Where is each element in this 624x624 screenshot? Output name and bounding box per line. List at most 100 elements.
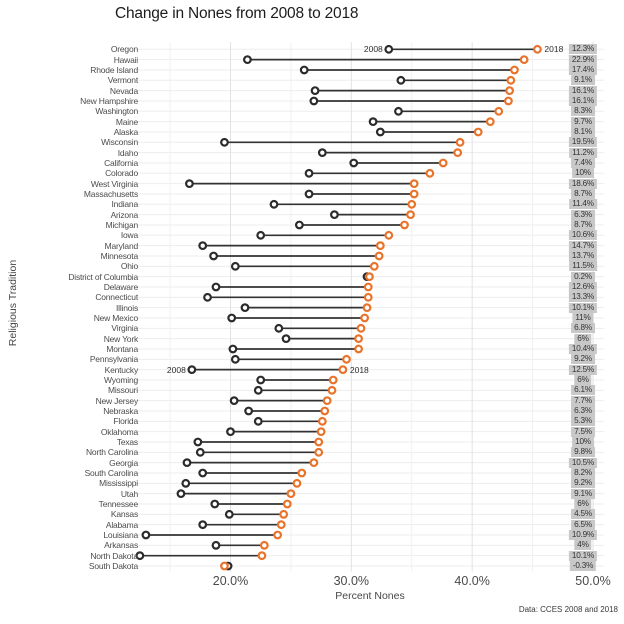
change-value-Illinois: 10.1%: [568, 302, 598, 313]
change-value-Maryland: 14.7%: [568, 240, 598, 251]
change-value-Minnesota: 13.7%: [568, 250, 598, 262]
dot-2008-Missouri: [253, 385, 263, 395]
state-label-Hawaii: Hawaii: [113, 54, 139, 65]
change-value-Oklahoma: 7.5%: [571, 426, 595, 437]
change-value-Indiana: 11.4%: [569, 199, 597, 210]
dot-2018-Colorado: [425, 168, 435, 178]
state-label-Maine: Maine: [115, 116, 138, 127]
state-label-Wyoming: Wyoming: [104, 374, 138, 385]
change-value-Alabama: 6.5%: [571, 519, 595, 530]
dot-2018-Wyoming: [328, 375, 338, 385]
dot-2008-Iowa: [256, 230, 266, 240]
dot-2018-Kansas: [279, 509, 289, 519]
change-value-Kansas: 4.5%: [571, 509, 595, 520]
state-label-Georgia: Georgia: [109, 457, 138, 468]
dot-2008-Michigan: [294, 220, 304, 230]
annotation-2008-Oregon: 2008: [363, 44, 383, 55]
data-source-caption: Data: CCES 2008 and 2018: [518, 605, 618, 614]
dot-2008-Nevada: [310, 86, 320, 96]
change-value-Nebraska: 6.3%: [571, 405, 595, 417]
dot-2008-Alabama: [198, 520, 208, 530]
dot-2018-California: [438, 158, 448, 168]
dot-2018-Louisiana: [273, 530, 283, 540]
dot-2018-Rhode Island: [510, 65, 519, 75]
change-value-District of Columbia: 0.2%: [571, 271, 595, 282]
state-label-Montana: Montana: [106, 343, 138, 354]
state-label-Idaho: Idaho: [117, 147, 138, 158]
x-axis-title: Percent Nones: [335, 590, 405, 602]
dot-2018-Florida: [317, 416, 327, 426]
state-label-Oklahoma: Oklahoma: [100, 426, 138, 437]
state-label-South Dakota: South Dakota: [88, 561, 138, 571]
change-value-North Dakota: 10.1%: [568, 550, 598, 561]
dot-2018-Virginia: [356, 323, 366, 333]
dot-2018-Georgia: [309, 458, 319, 468]
dot-2008-Oregon: [384, 44, 394, 54]
dot-2008-Oklahoma: [226, 427, 235, 437]
state-label-Colorado: Colorado: [105, 168, 138, 179]
dot-2008-Arkansas: [211, 540, 221, 550]
dot-2018-Nebraska: [320, 406, 330, 416]
annotation-2018-Kentucky: 2018: [349, 364, 369, 375]
state-label-West Virginia: West Virginia: [90, 178, 138, 189]
state-label-North Dakota: North Dakota: [90, 550, 138, 561]
state-label-Rhode Island: Rhode Island: [90, 64, 138, 75]
change-value-New York: 6%: [574, 333, 592, 344]
state-label-Minnesota: Minnesota: [100, 250, 139, 261]
change-value-Washington: 8.3%: [571, 106, 595, 117]
change-value-Colorado: 10%: [572, 168, 594, 179]
change-value-Oregon: 12.3%: [568, 44, 598, 55]
dot-2008-New Hampshire: [309, 96, 319, 106]
change-value-Connecticut: 13.3%: [568, 292, 598, 303]
dot-2018-Missouri: [327, 385, 337, 395]
x-tick-40.0%: 40.0%: [454, 574, 490, 588]
dot-2008-Kentucky: [187, 365, 197, 375]
change-value-Hawaii: 22.9%: [568, 54, 598, 65]
change-value-West Virginia: 18.6%: [568, 178, 598, 189]
dot-2008-Maryland: [198, 241, 208, 251]
state-label-Louisiana: Louisiana: [103, 529, 138, 540]
dot-2008-Kansas: [224, 509, 234, 519]
change-value-Texas: 10%: [572, 436, 594, 448]
change-value-Montana: 10.4%: [568, 343, 598, 355]
dot-2008-Ohio: [230, 261, 240, 271]
state-label-Massachusetts: Massachusetts: [83, 188, 138, 199]
dot-2008-Colorado: [304, 168, 314, 178]
change-value-Vermont: 9.1%: [571, 75, 595, 86]
annotation-2008-Kentucky: 2008: [166, 364, 186, 375]
change-value-Wisconsin: 19.5%: [568, 137, 598, 148]
dot-2018-South Carolina: [297, 468, 307, 478]
dot-2018-Massachusetts: [409, 189, 419, 199]
state-label-Tennessee: Tennessee: [98, 498, 139, 509]
dot-2018-North Dakota: [257, 551, 267, 561]
state-label-Maryland: Maryland: [104, 240, 139, 251]
dot-2018-Texas: [314, 437, 324, 447]
dot-2008-Florida: [253, 416, 263, 426]
dot-2018-Vermont: [506, 75, 516, 85]
dot-2008-Connecticut: [203, 292, 212, 302]
dot-2008-Vermont: [396, 75, 406, 85]
state-label-Texas: Texas: [116, 436, 138, 447]
dot-2018-Indiana: [407, 199, 417, 209]
change-value-New Jersey: 7.7%: [571, 395, 595, 406]
state-label-Mississippi: Mississippi: [99, 478, 138, 489]
dot-2018-New Hampshire: [504, 96, 513, 106]
dot-2018-Montana: [354, 344, 363, 354]
dot-2008-North Dakota: [135, 551, 145, 561]
dot-2008-Georgia: [182, 458, 192, 468]
change-value-New Hampshire: 16.1%: [568, 95, 598, 107]
change-value-New Mexico: 11%: [572, 312, 594, 324]
change-value-California: 7.4%: [571, 157, 595, 169]
change-value-Nevada: 16.1%: [568, 85, 598, 96]
change-value-Kentucky: 12.5%: [568, 364, 598, 375]
state-label-Iowa: Iowa: [120, 230, 138, 241]
change-value-Pennsylvania: 9.2%: [571, 354, 595, 365]
state-label-Pennsylvania: Pennsylvania: [89, 354, 138, 365]
state-label-California: California: [104, 157, 138, 168]
dot-2018-Illinois: [362, 303, 372, 313]
dot-2018-Maryland: [375, 241, 385, 251]
change-value-Ohio: 11.5%: [569, 261, 597, 272]
state-label-Connecticut: Connecticut: [95, 292, 138, 303]
annotation-2018-Oregon: 2018: [544, 44, 564, 55]
dot-2018-Ohio: [369, 261, 379, 271]
